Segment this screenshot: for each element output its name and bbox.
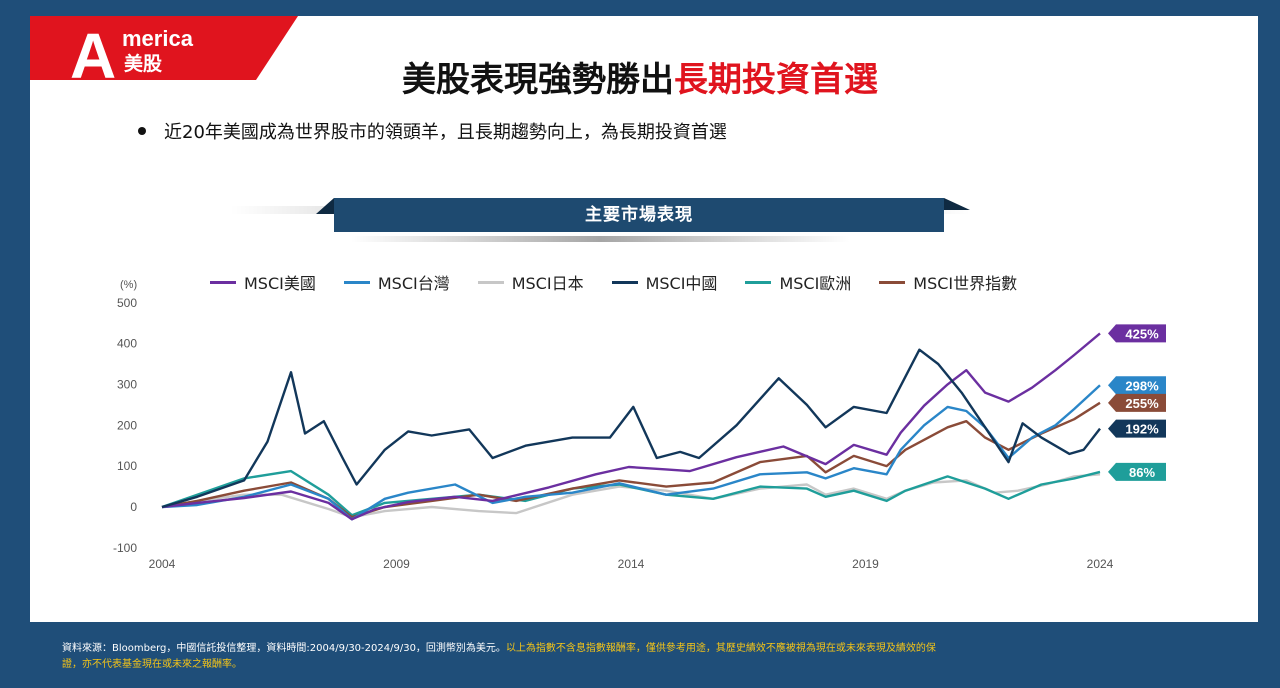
y-tick-label: 300: [117, 377, 137, 391]
x-tick-label: 2019: [852, 557, 879, 571]
end-label-box: [1108, 376, 1166, 395]
legend-label: MSCI美國: [244, 274, 316, 293]
page-title: 美股表現強勢勝出長期投資首選: [0, 52, 1280, 101]
legend-swatch: [611, 280, 638, 284]
america-logo: A merica 美股: [30, 16, 298, 80]
legend-item: MSCI日本: [477, 270, 584, 294]
x-tick-label: 2004: [149, 557, 176, 571]
series-line-0: [161, 332, 1101, 521]
legend-label: MSCI日本: [511, 274, 584, 293]
footer-source: 資料來源：Bloomberg，中國信託投信整理，資料時間:2004/9/30-2…: [62, 643, 506, 654]
legend-label: MSCI中國: [645, 274, 718, 293]
legend-label: MSCI歐洲: [779, 274, 852, 293]
y-tick-label: 100: [117, 459, 137, 473]
title-highlight: 長期投資首選: [674, 60, 878, 100]
legend-swatch: [745, 280, 772, 284]
footer-disclaimer-2: 證，亦不代表基金現在或未來之報酬率。: [62, 659, 242, 670]
x-tick-label: 2024: [1087, 557, 1114, 571]
x-tick-label: 2009: [383, 557, 410, 571]
end-label-box: [1108, 462, 1166, 481]
end-label-1: 298%: [1108, 376, 1166, 395]
y-tick-label: 500: [117, 296, 137, 310]
legend-item: MSCI中國: [611, 270, 718, 294]
chart-legend: MSCI美國 MSCI台灣 MSCI日本 MSCI中國 MSCI歐洲 MSCI世界指數: [210, 270, 1017, 294]
legend-label: MSCI世界指數: [913, 274, 1018, 293]
footer-note: 資料來源：Bloomberg，中國信託投信整理，資料時間:2004/9/30-2…: [62, 641, 1222, 673]
end-label-5: 255%: [1108, 393, 1166, 412]
logo-letter: A: [70, 20, 116, 80]
series-line-3: [161, 348, 1101, 509]
y-tick-label: 0: [130, 500, 137, 514]
end-label-text: 425%: [1125, 326, 1159, 341]
bullet-dot-icon: [138, 127, 146, 135]
bullet-text: 近20年美國成為世界股市的領頭羊，且長期趨勢向上，為長期投資首選: [164, 122, 727, 143]
series-line-1: [161, 384, 1101, 521]
legend-item: MSCI台灣: [343, 270, 450, 294]
end-label-text: 192%: [1125, 422, 1159, 437]
end-label-box: [1108, 324, 1166, 343]
y-tick-label: 400: [117, 337, 137, 351]
title-main: 美股表現強勢勝出: [402, 60, 674, 100]
end-label-text: 255%: [1125, 396, 1159, 411]
y-tick-label: 200: [117, 418, 137, 432]
line-chart: (%) 500 400 300 200 100 0 -100 2004 2009 2014 2019 2…: [113, 279, 1166, 571]
legend-label: MSCI台灣: [377, 274, 450, 293]
legend-swatch: [879, 280, 906, 284]
logo-word: merica: [122, 26, 194, 51]
y-axis-unit: (%): [120, 279, 137, 291]
content-panel: [30, 16, 1258, 622]
legend-swatch: [210, 280, 236, 284]
banner-title: 主要市場表現: [334, 198, 944, 232]
end-label-3: 192%: [1108, 419, 1166, 438]
y-tick-label: -100: [113, 541, 137, 555]
end-label-text: 298%: [1125, 378, 1159, 393]
end-label-box: [1108, 419, 1166, 438]
legend-item: MSCI歐洲: [745, 270, 851, 294]
legend-item: MSCI美國: [210, 270, 316, 294]
end-label-box: [1108, 393, 1166, 412]
legend-swatch: [343, 280, 370, 284]
series-line-4: [161, 469, 1101, 517]
end-label-0: 425%: [1108, 324, 1166, 343]
legend-item: MSCI世界指數: [879, 270, 1017, 294]
x-tick-label: 2014: [618, 557, 645, 571]
end-label-text: 86%: [1129, 465, 1155, 480]
logo-red-banner: [30, 16, 298, 80]
bullet-point: 近20年美國成為世界股市的領頭羊，且長期趨勢向上，為長期投資首選: [138, 118, 727, 144]
chart-banner: 主要市場表現: [230, 196, 970, 246]
footer-disclaimer-1: 以上為指數不含息指數報酬率，僅供參考用途，其歷史績效不應被視為現在或未來表現及績…: [505, 643, 936, 654]
legend-swatch: [477, 280, 504, 284]
end-label-4: 86%: [1108, 462, 1166, 481]
logo-subtitle: 美股: [124, 52, 162, 75]
